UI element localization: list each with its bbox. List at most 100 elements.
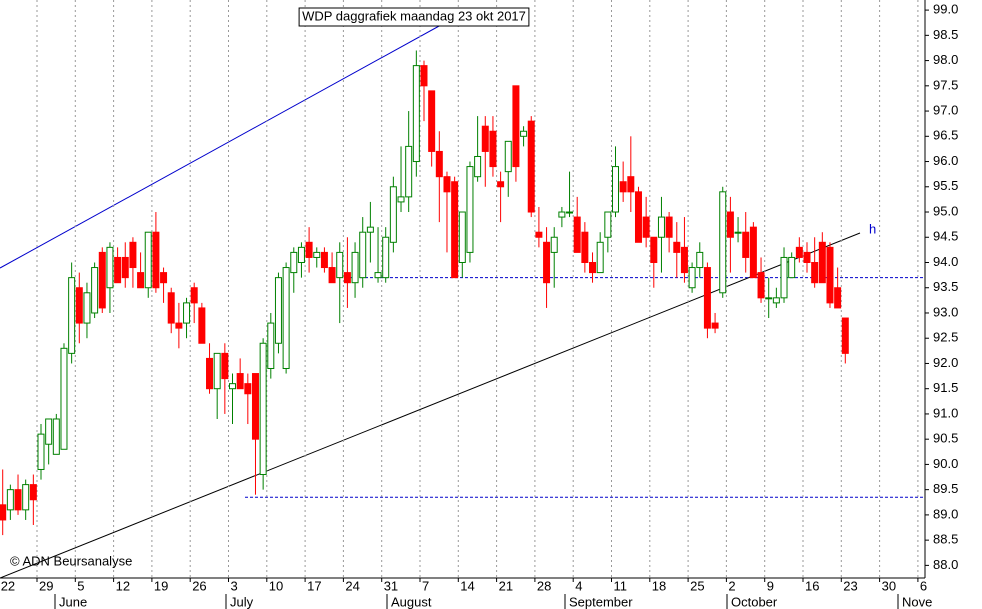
candle-body — [512, 85, 520, 168]
candle-body — [236, 373, 244, 390]
x-tick-label: 26 — [192, 578, 206, 593]
candle-body — [213, 352, 221, 390]
candle-body — [811, 261, 819, 284]
candle-body — [481, 125, 489, 152]
candle-body — [642, 216, 650, 238]
candle-body — [359, 231, 367, 279]
candle-body — [68, 277, 76, 354]
candle-body — [206, 357, 214, 390]
x-tick-label: 9 — [767, 578, 774, 593]
candle-body — [175, 322, 183, 329]
x-tick-label: 19 — [154, 578, 168, 593]
x-tick-label: 6 — [920, 578, 927, 593]
candle-body — [397, 196, 405, 203]
y-tick-label: 90.5 — [933, 431, 958, 446]
candle-body — [328, 267, 336, 284]
candle-body — [343, 272, 351, 284]
candle-body — [60, 347, 68, 450]
x-tick-label: 25 — [690, 578, 704, 593]
candle-body — [274, 277, 282, 344]
candle-body — [29, 484, 37, 501]
candle-body — [558, 211, 566, 218]
candle-body — [351, 251, 359, 284]
x-tick-label: 31 — [384, 578, 398, 593]
candle-body — [336, 251, 344, 279]
candle-body — [183, 302, 191, 324]
candle-body — [106, 246, 114, 289]
candle-body — [757, 272, 765, 299]
candle-body — [612, 166, 619, 213]
candle-body — [566, 211, 574, 214]
candle-body — [527, 120, 535, 213]
y-tick-label: 90.0 — [933, 456, 958, 471]
x-tick-label: 10 — [269, 578, 283, 593]
candle-body — [841, 317, 849, 354]
candle-body — [435, 150, 443, 178]
x-tick-label: 4 — [575, 578, 582, 593]
x-tick-label: 17 — [307, 578, 321, 593]
candle-body — [420, 65, 428, 87]
candle-body — [0, 504, 7, 521]
y-tick-label: 89.0 — [933, 506, 958, 521]
annotation: h — [869, 221, 876, 236]
y-tick-label: 89.5 — [933, 481, 958, 496]
y-tick-label: 95.5 — [933, 178, 958, 193]
candle-body — [297, 246, 305, 263]
x-tick-label: 2 — [728, 578, 735, 593]
candle-body — [589, 261, 597, 274]
x-tick-label: 22 — [1, 578, 15, 593]
y-tick-label: 91.0 — [933, 405, 958, 420]
candle-body — [14, 489, 22, 511]
y-tick-label: 96.0 — [933, 153, 958, 168]
candle-body — [520, 130, 528, 137]
candle-body — [834, 287, 842, 309]
x-tick-label: 14 — [460, 578, 474, 593]
candle-body — [374, 272, 382, 279]
y-tick-label: 94.0 — [933, 254, 958, 269]
candle-body — [780, 256, 788, 299]
candle-body — [129, 241, 137, 269]
lower-trend-line — [0, 232, 861, 579]
x-tick-label: 21 — [499, 578, 513, 593]
candle-body — [152, 231, 160, 289]
candle-body — [121, 256, 129, 279]
x-tick-label: 24 — [345, 578, 359, 593]
candle-body — [458, 211, 466, 263]
x-tick-label: 23 — [843, 578, 857, 593]
candle-body — [45, 418, 53, 445]
x-tick-label: 3 — [231, 578, 238, 593]
y-tick-label: 96.5 — [933, 128, 958, 143]
candle-body — [696, 251, 704, 269]
y-tick-label: 92.0 — [933, 355, 958, 370]
candle-body — [504, 140, 512, 173]
credit: © ADN Beursanalyse — [10, 553, 132, 568]
y-tick-label: 91.5 — [933, 380, 958, 395]
candle-body — [83, 292, 91, 324]
candle-body — [550, 236, 558, 253]
candle-body — [320, 251, 328, 269]
candle-body — [52, 418, 60, 455]
candle-body — [313, 251, 321, 258]
y-tick-label: 95.0 — [933, 203, 958, 218]
candle-body — [6, 489, 14, 511]
y-tick-label: 92.5 — [933, 330, 958, 345]
candle-body — [711, 322, 719, 329]
candle-body — [604, 211, 612, 238]
candle-body — [489, 130, 497, 168]
candle-body — [366, 226, 374, 233]
candle-body — [167, 292, 175, 324]
candle-body — [466, 166, 474, 253]
x-tick-label: 28 — [537, 578, 551, 593]
y-tick-label: 88.0 — [933, 557, 958, 572]
candle-body — [405, 145, 413, 198]
candle-body — [251, 373, 259, 440]
x-tick-label: 18 — [652, 578, 666, 593]
y-tick-label: 98.5 — [933, 27, 958, 42]
month-label: September — [569, 594, 633, 609]
candle-body — [765, 297, 773, 300]
month-label: July — [230, 594, 254, 609]
candle-body — [198, 307, 206, 344]
candle-body — [443, 176, 451, 193]
x-tick-label: 5 — [77, 578, 84, 593]
